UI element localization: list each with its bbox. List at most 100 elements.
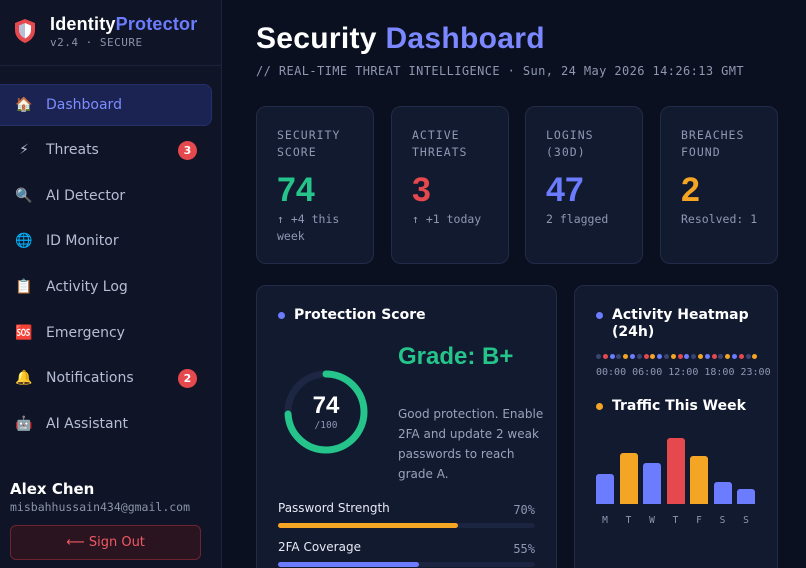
clipboard-icon: 📋 xyxy=(15,279,33,295)
stat-label: LOGINS (30D) xyxy=(546,128,594,159)
heatmap-dot xyxy=(596,312,603,319)
heatmap-row xyxy=(596,354,758,362)
traffic-dot xyxy=(596,403,603,410)
heatmap-cell xyxy=(650,354,656,359)
stat-label: ACTIVE THREATS xyxy=(412,128,468,159)
heatmap-time-labels: 00:00 06:00 12:00 18:00 23:00 xyxy=(596,367,771,378)
user-email: misbahhussain434@gmail.com xyxy=(10,500,191,514)
score-max: /100 xyxy=(314,420,338,431)
heatmap-cell xyxy=(609,354,615,359)
protection-score-title: Protection Score xyxy=(278,307,426,323)
heatmap-title: Activity Heatmap (24h) xyxy=(596,307,764,341)
score-ring: 74 /100 xyxy=(282,368,370,456)
traffic-day-label: S xyxy=(743,515,749,526)
heatmap-cell xyxy=(711,354,717,359)
traffic-day-label: F xyxy=(696,515,702,526)
app-title-part1: Identity xyxy=(50,14,116,34)
stat-note: ↑ +1 today xyxy=(412,212,482,226)
metric-value-2fa: 55% xyxy=(513,542,535,556)
heatmap-cell xyxy=(664,354,669,359)
stat-value: 2 xyxy=(681,171,700,209)
heatmap-cell xyxy=(643,354,649,359)
count-badge: 3 xyxy=(178,141,197,160)
stat-note: ↑ +4 this week xyxy=(277,212,340,243)
stat-label: BREACHES FOUND xyxy=(681,128,745,159)
page-title: Security Dashboard xyxy=(256,22,545,56)
stat-card: SECURITY SCORE 74 ↑ +4 this week xyxy=(256,106,374,264)
sidebar-item-emergency[interactable]: 🆘 Emergency xyxy=(0,312,212,354)
heatmap-cell xyxy=(718,354,724,359)
stat-value: 3 xyxy=(412,171,431,209)
sidebar-item-label: Threats xyxy=(46,142,99,158)
sidebar-item-label: Emergency xyxy=(46,325,125,341)
heatmap-cell xyxy=(623,354,629,359)
traffic-day-label: T xyxy=(625,515,632,526)
page-subtitle: // REAL-TIME THREAT INTELLIGENCE · Sun, … xyxy=(256,64,744,78)
heatmap-cell xyxy=(684,354,690,359)
user-name: Alex Chen xyxy=(10,480,95,498)
traffic-day-label: T xyxy=(672,515,679,526)
sidebar: IdentityProtector v2.4 · SECURE 🏠 Dashboa… xyxy=(0,0,222,568)
heatmap-cell xyxy=(698,354,703,359)
traffic-bar xyxy=(596,474,614,504)
stat-note: 2 flagged xyxy=(546,212,609,226)
traffic-title: Traffic This Week xyxy=(596,398,746,414)
stat-value: 74 xyxy=(277,171,315,209)
sidebar-item-label: AI Assistant xyxy=(46,416,128,432)
app-title: IdentityProtector xyxy=(50,14,197,35)
sidebar-item-label: Notifications xyxy=(46,370,134,386)
2fa-coverage-bar xyxy=(278,562,535,567)
robot-icon: 🤖 xyxy=(15,416,33,432)
sidebar-item-ai-detector[interactable]: 🔍 AI Detector xyxy=(0,175,212,217)
metric-value-password: 70% xyxy=(513,503,535,517)
traffic-day-label: W xyxy=(649,515,655,526)
heatmap-cell xyxy=(745,354,751,359)
magnifier-icon: 🔍 xyxy=(15,188,33,204)
traffic-bar xyxy=(619,452,638,504)
traffic-bar xyxy=(643,463,661,504)
globe-icon: 🌐 xyxy=(15,233,33,249)
traffic-bar xyxy=(713,482,732,504)
stat-label: SECURITY SCORE xyxy=(277,128,341,159)
stat-value: 47 xyxy=(546,171,584,209)
protection-dot xyxy=(278,312,285,319)
heatmap-title-text: Activity Heatmap (24h) xyxy=(612,307,749,340)
sidebar-item-id-monitor[interactable]: 🌐 ID Monitor xyxy=(0,220,212,262)
count-badge: 2 xyxy=(178,369,197,388)
score-ring-arc xyxy=(284,370,368,454)
sidebar-item-notifications[interactable]: 🔔 Notifications 2 xyxy=(0,357,212,399)
sidebar-item-dashboard[interactable]: 🏠 Dashboard xyxy=(0,84,212,126)
activity-card xyxy=(574,285,778,568)
stat-card: ACTIVE THREATS 3 ↑ +1 today xyxy=(391,106,509,264)
stat-note: Resolved: 1 xyxy=(681,212,758,226)
heatmap-cell xyxy=(630,354,635,359)
sidebar-item-ai-assistant[interactable]: 🤖 AI Assistant xyxy=(0,403,212,445)
heatmap-cell xyxy=(704,354,710,359)
heatmap-cell xyxy=(738,354,744,359)
traffic-day-label: M xyxy=(602,515,608,526)
heatmap-cell xyxy=(725,354,731,359)
grade-label: Grade: B+ xyxy=(398,343,514,370)
traffic-title-text: Traffic This Week xyxy=(612,398,746,414)
sidebar-item-activity-log[interactable]: 📋 Activity Log xyxy=(0,266,212,308)
protection-score-card xyxy=(256,285,557,568)
brand: IdentityProtector v2.4 · SECURE xyxy=(0,0,222,66)
heatmap-cell xyxy=(752,354,758,359)
score-ring-chart xyxy=(284,370,368,454)
metric-label-password: Password Strength xyxy=(278,501,390,515)
score-value: 74 xyxy=(312,392,340,419)
heatmap-cell xyxy=(657,354,663,359)
app-version: v2.4 · SECURE xyxy=(50,36,143,49)
heatmap-cell xyxy=(616,354,622,359)
password-strength-fill xyxy=(278,523,458,528)
sidebar-item-threats[interactable]: ⚡ Threats 3 xyxy=(0,129,212,171)
stat-card: LOGINS (30D) 47 2 flagged xyxy=(525,106,643,264)
home-icon: 🏠 xyxy=(15,97,33,113)
metric-label-2fa: 2FA Coverage xyxy=(278,540,361,554)
grade-description: Good protection. Enable 2FA and update 2… xyxy=(398,407,544,481)
protection-score-title-text: Protection Score xyxy=(294,307,426,323)
sign-out-button[interactable]: ⟵ Sign Out xyxy=(10,525,201,560)
page-title-part2: Dashboard xyxy=(385,22,545,55)
shield-icon xyxy=(15,19,35,43)
